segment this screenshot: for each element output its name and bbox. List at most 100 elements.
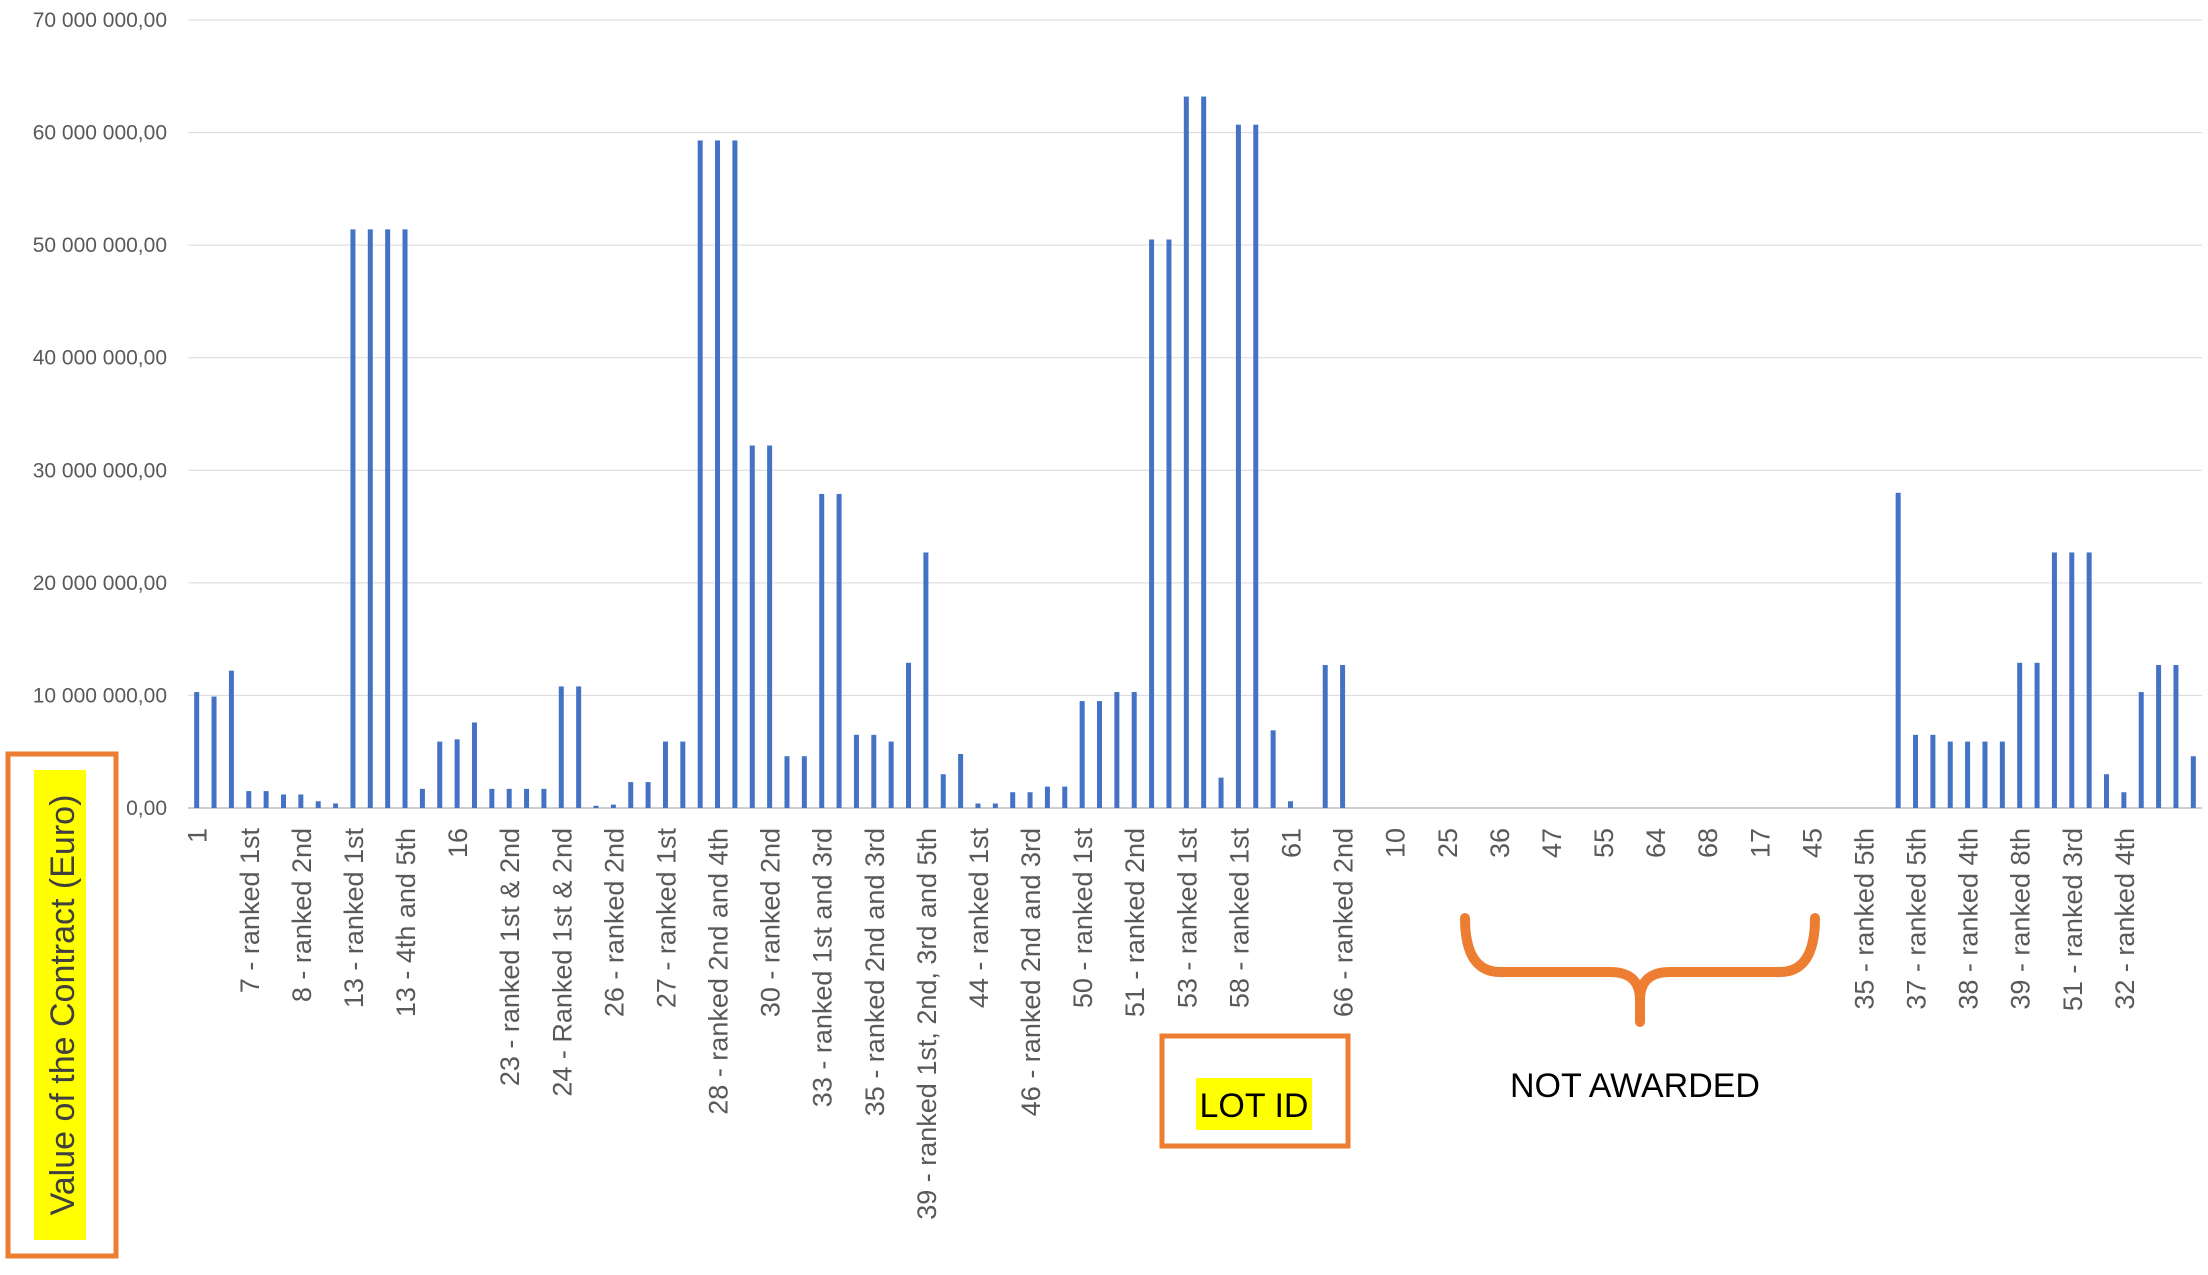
bar	[2069, 552, 2075, 808]
bar	[2051, 552, 2057, 808]
bars	[194, 96, 2196, 809]
bar	[315, 801, 321, 808]
bar	[1930, 734, 1936, 808]
bar	[194, 692, 200, 808]
x-tick-label: 35 - ranked 2nd and 3rd	[860, 828, 890, 1116]
bar	[992, 803, 998, 808]
bar	[350, 229, 356, 808]
x-axis-title: LOT ID	[1200, 1087, 1309, 1125]
x-tick-label: 55	[1589, 828, 1619, 858]
bar	[2034, 662, 2040, 808]
y-axis-tick-labels: 0,00 10 000 000,00 20 000 000,00 30 000 000…	[33, 9, 167, 820]
bar	[906, 662, 912, 808]
bar	[524, 788, 530, 808]
x-tick-label: 45	[1797, 828, 1827, 858]
bar	[246, 791, 252, 808]
bar	[680, 741, 686, 808]
bar	[940, 774, 946, 808]
x-tick-label: 17	[1745, 828, 1775, 858]
bar	[437, 741, 443, 808]
bar	[1131, 692, 1137, 808]
y-tick-label: 20 000 000,00	[33, 572, 167, 595]
x-tick-label: 1	[183, 828, 213, 843]
bar	[2190, 756, 2196, 808]
not-awarded-label: NOT AWARDED	[1510, 1067, 1760, 1105]
bar	[1947, 741, 1953, 808]
bar	[2156, 665, 2162, 808]
bar	[767, 445, 773, 808]
y-tick-label: 60 000 000,00	[33, 122, 167, 145]
bar	[628, 782, 634, 808]
x-tick-label: 30 - ranked 2nd	[756, 828, 786, 1017]
bar	[1097, 701, 1103, 808]
y-tick-label: 10 000 000,00	[33, 684, 167, 707]
bar	[471, 722, 477, 808]
bar	[1079, 701, 1085, 808]
bar	[280, 794, 286, 808]
x-tick-label: 28 - ranked 2nd and 4th	[704, 828, 734, 1115]
x-tick-label: 13 - 4th and 5th	[391, 828, 421, 1017]
x-tick-label: 51 - ranked 2nd	[1120, 828, 1150, 1017]
y-axis-title-box	[5, 751, 119, 1259]
x-tick-label: 46 - ranked 2nd and 3rd	[1016, 828, 1046, 1116]
bar	[298, 794, 304, 808]
x-tick-label: 50 - ranked 1st	[1068, 828, 1098, 1009]
bar	[263, 791, 269, 808]
bar	[1044, 786, 1050, 808]
bar	[333, 803, 339, 808]
x-tick-label: 44 - ranked 1st	[964, 828, 994, 1009]
bar	[1913, 734, 1919, 808]
bar	[367, 229, 373, 808]
bar	[801, 756, 807, 808]
bar	[645, 782, 651, 808]
bar	[1166, 239, 1172, 808]
bar	[610, 804, 616, 808]
bar	[715, 140, 721, 808]
x-tick-label: 53 - ranked 1st	[1172, 828, 1202, 1009]
bar	[1270, 730, 1276, 808]
x-axis-tick-labels: 1 7 - ranked 1st 8 - ranked 2nd 13 - ranked…	[183, 828, 2140, 1220]
x-tick-label: 27 - ranked 1st	[652, 828, 682, 1009]
bar	[419, 788, 425, 808]
x-tick-label: 38 - ranked 4th	[1954, 828, 1984, 1010]
bar	[784, 756, 790, 808]
x-tick-label: 35 - ranked 5th	[1849, 828, 1879, 1010]
bar	[975, 803, 981, 808]
x-tick-label: 66 - ranked 2nd	[1329, 828, 1359, 1017]
bar	[2138, 692, 2144, 808]
bar	[1895, 492, 1901, 808]
x-tick-label: 10	[1381, 828, 1411, 858]
bar	[1149, 239, 1155, 808]
bar	[697, 140, 703, 808]
bar	[2121, 792, 2127, 808]
bar	[1218, 777, 1224, 808]
x-axis-title-box	[1159, 1033, 1351, 1149]
bar	[1027, 792, 1033, 808]
bar	[732, 140, 738, 808]
bar	[576, 686, 582, 808]
x-tick-label: 39 - ranked 1st, 2nd, 3rd and 5th	[912, 828, 942, 1220]
bar	[1322, 665, 1328, 808]
bar	[2104, 774, 2110, 808]
bar	[1965, 741, 1971, 808]
bar	[836, 493, 842, 808]
bar	[2086, 552, 2092, 808]
bar	[1010, 792, 1016, 808]
bar	[402, 229, 408, 808]
y-axis-title: Value of the Contract (Euro)	[44, 795, 82, 1216]
bar	[1999, 741, 2005, 808]
x-tick-label: 47	[1537, 828, 1567, 858]
x-tick-label: 26 - ranked 2nd	[599, 828, 629, 1017]
bar	[1235, 124, 1241, 808]
x-tick-label: 61	[1277, 828, 1307, 858]
bar	[2017, 662, 2023, 808]
bar	[1183, 96, 1189, 809]
bar	[958, 753, 964, 808]
bar	[506, 788, 512, 808]
y-axis-title-annotation: Value of the Contract (Euro)	[5, 751, 119, 1259]
bar	[489, 788, 495, 808]
x-tick-label: 7 - ranked 1st	[235, 828, 265, 994]
bar	[1062, 786, 1068, 808]
bar	[1287, 801, 1293, 808]
